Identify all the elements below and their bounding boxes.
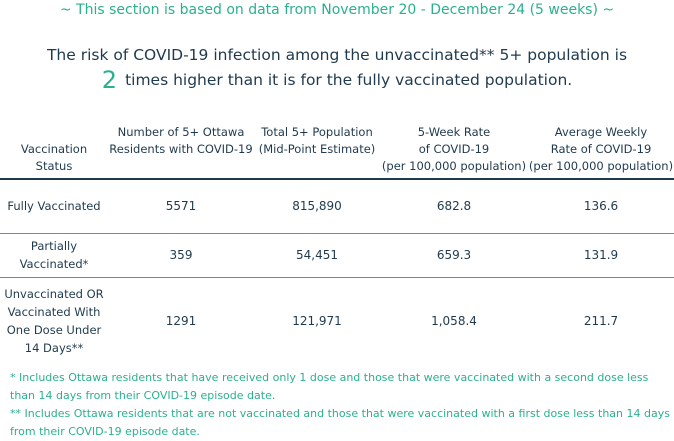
- header-line: Vaccination: [20, 142, 88, 156]
- header-line: Rate of COVID-19: [550, 142, 652, 156]
- cell-cases: 359: [169, 248, 193, 262]
- cell-weekly-rate: 211.7: [583, 314, 619, 329]
- header-line: (per 100,000 population): [381, 159, 527, 173]
- table-row: Fully Vaccinated 5571 815,890 682.8 136.…: [0, 179, 674, 233]
- risk-statement-line-2-text: times higher than it is for the fully va…: [125, 71, 573, 89]
- cell-weekly-rate: 136.6: [583, 199, 619, 214]
- header-line: Number of 5+ Ottawa: [117, 125, 245, 139]
- vaccination-rate-table: Vaccination Status Number of 5+ Ottawa R…: [0, 124, 674, 365]
- status-line: 14 Days**: [24, 341, 84, 356]
- header-average-weekly-rate: Average Weekly Rate of COVID-19 (per 100…: [528, 124, 674, 179]
- cell-weekly-rate: 131.9: [583, 248, 619, 262]
- header-number-of-residents: Number of 5+ Ottawa Residents with COVID…: [108, 124, 254, 179]
- risk-statement-line-1: The risk of COVID-19 infection among the…: [46, 46, 628, 64]
- cell-5-week-rate: 1,058.4: [431, 314, 477, 329]
- header-line: Residents with COVID-19: [109, 142, 253, 156]
- cell-status: Partially Vaccinated*: [0, 233, 108, 277]
- table-header-row: Vaccination Status Number of 5+ Ottawa R…: [0, 124, 674, 179]
- cell-5-week-rate: 682.8: [436, 199, 472, 214]
- cell-cases: 5571: [165, 199, 197, 214]
- header-line: Status: [35, 159, 73, 173]
- cell-status: Unvaccinated OR Vaccinated With One Dose…: [0, 277, 108, 365]
- header-line: (per 100,000 population): [528, 159, 674, 173]
- risk-multiplier: 2: [101, 66, 118, 94]
- header-line: Average Weekly: [554, 125, 648, 139]
- header-5-week-rate: 5-Week Rate of COVID-19 (per 100,000 pop…: [380, 124, 528, 179]
- footnotes: * Includes Ottawa residents that have re…: [10, 369, 670, 441]
- cell-status: Fully Vaccinated: [0, 179, 108, 233]
- header-vaccination-status: Vaccination Status: [0, 124, 108, 179]
- table-row: Partially Vaccinated* 359 54,451 659.3 1…: [0, 233, 674, 277]
- header-line: 5-Week Rate: [417, 125, 491, 139]
- period-note: ~ This section is based on data from Nov…: [59, 2, 615, 18]
- table-row: Unvaccinated OR Vaccinated With One Dose…: [0, 277, 674, 365]
- header-line: Total 5+ Population: [261, 125, 373, 139]
- cell-population: 815,890: [292, 199, 342, 214]
- cell-5-week-rate: 659.3: [436, 248, 472, 262]
- cell-population: 54,451: [296, 248, 338, 262]
- status-line: Partially: [30, 239, 78, 253]
- status-line: Unvaccinated OR: [4, 287, 104, 302]
- cell-cases: 1291: [165, 314, 197, 329]
- risk-statement-line-2: 2 times higher than it is for the fully v…: [0, 66, 674, 94]
- footnote-partially-vaccinated: * Includes Ottawa residents that have re…: [10, 371, 649, 402]
- cell-population: 121,971: [292, 314, 342, 329]
- header-line: of COVID-19: [418, 142, 490, 156]
- status-line: Fully Vaccinated: [7, 199, 101, 214]
- footnote-unvaccinated: ** Includes Ottawa residents that are no…: [10, 407, 670, 438]
- status-line: Vaccinated*: [19, 257, 89, 271]
- header-total-population: Total 5+ Population (Mid-Point Estimate): [254, 124, 380, 179]
- status-line: One Dose Under: [6, 323, 102, 338]
- header-line: (Mid-Point Estimate): [258, 142, 376, 156]
- status-line: Vaccinated With: [7, 305, 101, 320]
